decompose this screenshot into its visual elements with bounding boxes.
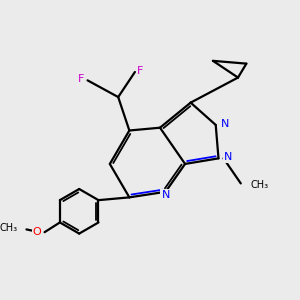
Text: N: N [161,190,170,200]
Text: O: O [32,226,41,237]
Text: F: F [137,66,143,76]
Text: N: N [224,152,232,162]
Text: CH₃: CH₃ [0,223,17,233]
Text: CH₃: CH₃ [250,180,269,190]
Text: F: F [78,74,85,84]
Text: N: N [221,118,229,128]
